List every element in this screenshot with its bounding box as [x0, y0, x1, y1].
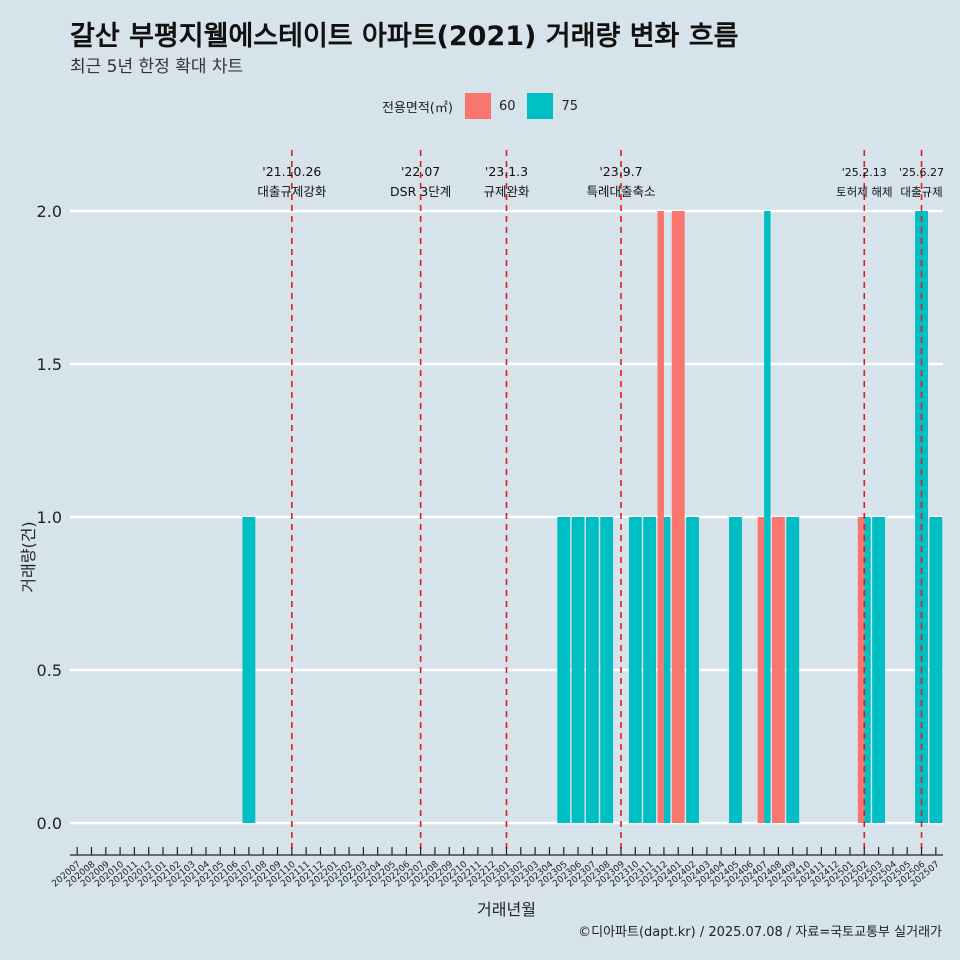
bar-75-202311: [643, 517, 657, 823]
y-tick-label: 0.5: [37, 661, 62, 680]
bar-75-202305: [557, 517, 571, 823]
event-label: 규제완화: [483, 184, 530, 199]
y-tick-label: 2.0: [37, 202, 62, 221]
y-tick-label: 1.0: [37, 508, 62, 527]
legend-label-75: 75: [561, 98, 579, 114]
bar-60-202407: [757, 517, 765, 823]
y-tick-label: 0.0: [37, 814, 62, 833]
legend: 전용면적(㎡) 60 75: [0, 93, 960, 119]
bar-75-202409: [786, 517, 800, 823]
event-date: '23.9.7: [599, 164, 642, 179]
bar-75-202507: [929, 517, 943, 823]
y-tick-label: 1.5: [37, 355, 62, 374]
bar-75-202306: [571, 517, 585, 823]
bar-75-202503: [872, 517, 886, 823]
bar-75-202405: [729, 517, 742, 823]
event-date: '22.07: [401, 164, 440, 179]
bar-60-202502: [857, 517, 865, 823]
event-date: '25.6.27: [899, 166, 944, 179]
caption: ©디아파트(dapt.kr) / 2025.07.08 / 자료=국토교통부 실…: [578, 925, 942, 940]
legend-item-75: 75: [527, 93, 578, 119]
legend-label-60: 60: [498, 98, 516, 114]
event-date: '25.2.13: [842, 166, 887, 179]
bar-75-202312: [663, 517, 671, 823]
bars-layer: [242, 211, 943, 823]
bar-75-202307: [585, 517, 599, 823]
x-axis-title: 거래년월: [477, 900, 536, 919]
legend-swatch-75: [527, 93, 554, 119]
bar-75-202107: [242, 517, 256, 823]
legend-item-60: 60: [464, 93, 516, 119]
events-layer: '21.10.26 대출규제강화 '22.07 DSR 3단계 '23.1.3 규제완화 '…: [257, 150, 944, 855]
bar-75-202502: [864, 517, 871, 823]
bar-60-202312: [657, 211, 664, 823]
bar-75-202308: [600, 517, 614, 823]
axes-layer: 0.00.51.01.52.02020072020082020092020102…: [19, 202, 943, 919]
event-label: 토허제 해제: [836, 185, 893, 199]
bar-60-202401: [671, 211, 685, 823]
bar-75-202407: [764, 211, 771, 823]
chart-subtitle: 최근 5년 한정 확대 차트: [70, 57, 244, 77]
legend-title: 전용면적(㎡): [381, 100, 453, 116]
chart-title: 갈산 부평지웰에스테이트 아파트(2021) 거래량 변화 흐름: [70, 21, 739, 52]
event-date: '21.10.26: [262, 164, 321, 179]
legend-swatch-60: [464, 93, 491, 119]
event-label: 특례대출축소: [586, 184, 655, 199]
bar-75-202310: [628, 517, 642, 823]
y-axis-title: 거래량(건): [19, 521, 38, 592]
event-label: 대출규제강화: [257, 184, 327, 199]
event-label: DSR 3단계: [390, 184, 451, 199]
bar-75-202402: [686, 517, 699, 823]
event-date: '23.1.3: [485, 164, 528, 179]
event-label: 대출규제: [900, 185, 942, 199]
bar-60-202408: [771, 517, 785, 823]
